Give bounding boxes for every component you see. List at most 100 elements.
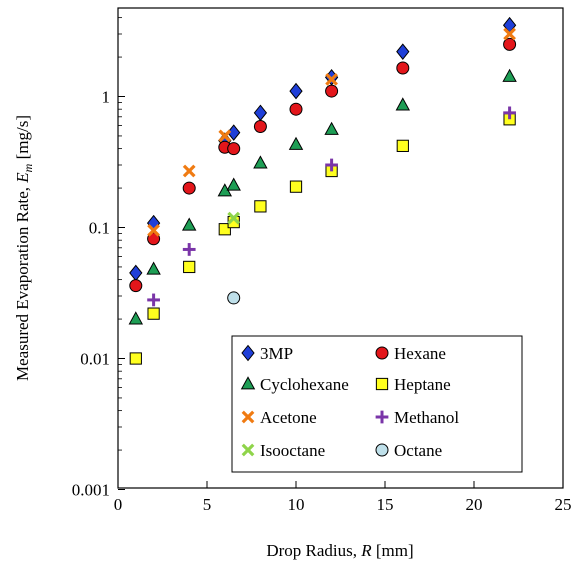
legend-marker-acetone bbox=[241, 410, 255, 424]
legend-item-acetone: Acetone bbox=[241, 408, 317, 427]
x-tick-label: 25 bbox=[555, 495, 572, 514]
x-tick-label: 0 bbox=[114, 495, 123, 514]
point-heptane bbox=[396, 139, 409, 152]
legend-item-isooctane: Isooctane bbox=[241, 441, 325, 460]
point-methanol bbox=[325, 158, 338, 172]
legend-marker-isooctane bbox=[241, 443, 255, 457]
y-tick-label: 0.001 bbox=[72, 481, 110, 500]
point-3mp bbox=[289, 82, 303, 100]
point-heptane bbox=[289, 180, 303, 193]
point-heptane bbox=[218, 223, 231, 236]
point-octane bbox=[227, 291, 241, 305]
series-methanol bbox=[147, 106, 516, 307]
x-stroke bbox=[182, 164, 196, 178]
legend-item-hexane: Hexane bbox=[375, 344, 446, 363]
legend-marker-3mp bbox=[241, 344, 255, 362]
x-tick-label: 15 bbox=[377, 495, 394, 514]
point-hexane bbox=[227, 142, 241, 156]
point-cyclohexane bbox=[226, 177, 241, 191]
point-acetone bbox=[325, 73, 338, 86]
point-cyclohexane bbox=[288, 136, 304, 150]
y-axis-label-prefix: Measured Evaporation Rate, bbox=[13, 183, 32, 381]
point-hexane bbox=[253, 120, 267, 134]
legend-item-3mp: 3MP bbox=[241, 344, 293, 363]
legend-item-octane: Octane bbox=[375, 441, 442, 460]
series-octane bbox=[227, 291, 241, 305]
legend-marker-octane bbox=[375, 443, 389, 457]
point-cyclohexane bbox=[181, 217, 197, 231]
legend-label-3mp: 3MP bbox=[260, 344, 293, 363]
point-hexane bbox=[129, 279, 143, 293]
point-methanol bbox=[147, 293, 160, 307]
legend-label-heptane: Heptane bbox=[394, 375, 451, 394]
point-isooctane bbox=[227, 211, 241, 225]
point-3mp bbox=[227, 124, 241, 141]
point-hexane bbox=[396, 61, 410, 75]
x-stroke bbox=[325, 73, 338, 86]
tick-labels: 0 5 10 15 20 25 0.001 0.01 0.1 1 bbox=[72, 88, 572, 515]
point-3mp bbox=[396, 43, 410, 60]
point-acetone bbox=[147, 224, 160, 237]
point-cyclohexane bbox=[502, 68, 517, 82]
legend-label-hexane: Hexane bbox=[394, 344, 446, 363]
point-hexane bbox=[182, 181, 196, 195]
data-points bbox=[128, 16, 517, 365]
legend: 3MP Hexane Cyclohexane Heptane Acetone Methan… bbox=[231, 335, 523, 473]
point-hexane bbox=[147, 232, 161, 246]
x-stroke bbox=[241, 443, 255, 457]
point-cyclohexane bbox=[128, 311, 144, 325]
point-acetone bbox=[503, 27, 516, 41]
plot-area-frame bbox=[117, 7, 564, 489]
x-axis-label-prefix: Drop Radius, bbox=[266, 541, 361, 560]
point-hexane bbox=[503, 37, 517, 51]
y-axis-label-var: E bbox=[13, 172, 32, 184]
legend-label-cyclohexane: Cyclohexane bbox=[260, 375, 349, 394]
legend-item-methanol: Methanol bbox=[375, 408, 459, 427]
legend-label-isooctane: Isooctane bbox=[260, 441, 325, 460]
point-heptane bbox=[183, 260, 196, 274]
legend-label-acetone: Acetone bbox=[260, 408, 317, 427]
legend-item-cyclohexane: Cyclohexane bbox=[240, 375, 349, 394]
x-stroke bbox=[227, 211, 241, 225]
legend-marker-heptane bbox=[375, 377, 389, 391]
legend-item-heptane: Heptane bbox=[375, 375, 451, 394]
x-tick-label: 10 bbox=[288, 495, 305, 514]
series-heptane bbox=[129, 113, 516, 365]
x-axis-label: Drop Radius, R [mm] bbox=[266, 541, 413, 560]
series-hexane bbox=[129, 37, 517, 293]
point-cyclohexane bbox=[146, 261, 161, 275]
series-acetone bbox=[147, 27, 516, 237]
y-tick-label: 1 bbox=[102, 88, 111, 107]
point-hexane bbox=[325, 84, 339, 98]
y-axis-label: Measured Evaporation Rate, Em [mg/s] bbox=[13, 115, 35, 381]
y-axis-label-suffix: [mg/s] bbox=[13, 115, 32, 164]
y-tick-label: 0.01 bbox=[80, 350, 110, 369]
x-tick-label: 20 bbox=[466, 495, 483, 514]
series-isooctane bbox=[227, 211, 241, 225]
x-tick-label: 5 bbox=[203, 495, 212, 514]
point-acetone bbox=[218, 129, 232, 143]
legend-marker-cyclohexane bbox=[240, 376, 256, 390]
point-cyclohexane bbox=[395, 97, 411, 111]
x-axis-label-var: R bbox=[360, 541, 372, 560]
point-methanol bbox=[503, 106, 516, 120]
point-heptane bbox=[129, 352, 142, 365]
point-hexane bbox=[289, 102, 303, 116]
point-heptane bbox=[254, 200, 267, 213]
x-stroke bbox=[241, 410, 255, 424]
point-cyclohexane bbox=[253, 155, 268, 169]
axis-ticks bbox=[117, 17, 564, 490]
legend-marker-methanol bbox=[375, 410, 389, 424]
x-stroke bbox=[503, 27, 516, 41]
point-acetone bbox=[182, 164, 196, 178]
y-tick-label: 0.1 bbox=[89, 219, 110, 238]
x-axis-label-suffix: [mm] bbox=[372, 541, 414, 560]
point-cyclohexane bbox=[324, 121, 339, 135]
legend-label-methanol: Methanol bbox=[394, 408, 459, 427]
series-cyclohexane bbox=[128, 68, 517, 325]
x-stroke bbox=[147, 224, 160, 237]
legend-label-octane: Octane bbox=[394, 441, 442, 460]
point-heptane bbox=[147, 307, 160, 320]
x-stroke bbox=[218, 129, 232, 143]
